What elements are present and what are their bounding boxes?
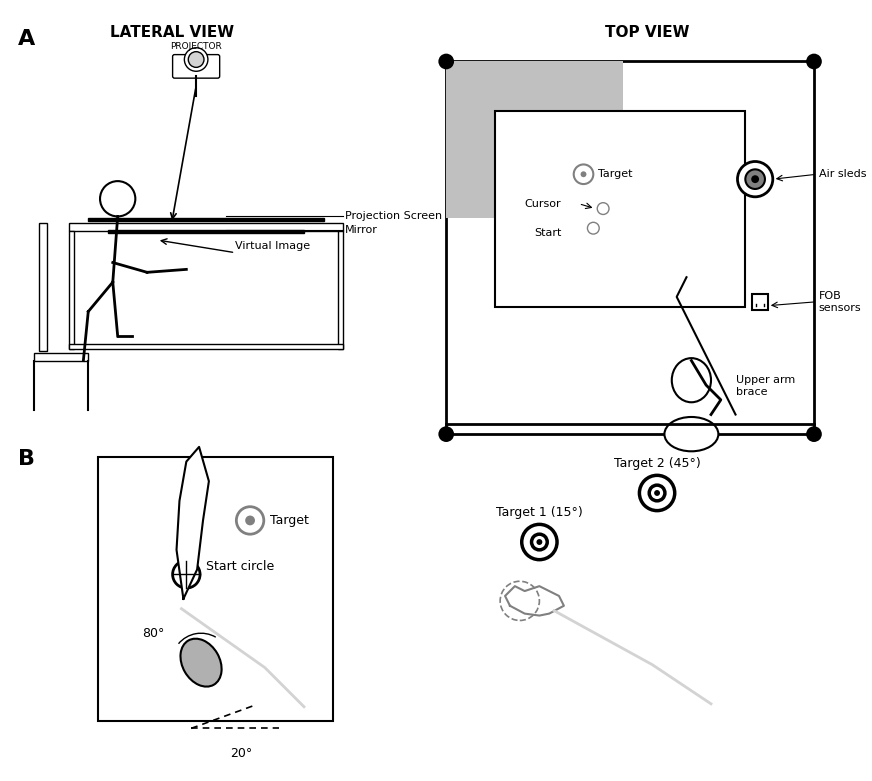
Bar	[69, 223, 344, 231]
Text: PROJECTOR: PROJECTOR	[170, 42, 222, 51]
Text: Target 1 (15°): Target 1 (15°)	[496, 506, 582, 519]
Bar	[446, 62, 814, 434]
Text: FOB
sensors: FOB sensors	[819, 291, 862, 312]
Text: Target: Target	[598, 169, 633, 180]
Circle shape	[439, 426, 454, 442]
Text: LATERAL VIEW: LATERAL VIEW	[110, 25, 234, 40]
Text: Virtual Image: Virtual Image	[235, 241, 310, 251]
Circle shape	[639, 476, 675, 511]
Circle shape	[588, 223, 599, 234]
FancyBboxPatch shape	[173, 55, 220, 78]
Bar	[753, 294, 768, 309]
Text: Target 2 (45°): Target 2 (45°)	[614, 457, 700, 470]
Text: 80°: 80°	[142, 626, 165, 640]
Circle shape	[597, 203, 609, 215]
Circle shape	[532, 534, 548, 550]
Bar	[98, 457, 333, 722]
Text: TOP VIEW: TOP VIEW	[605, 25, 690, 40]
Text: Mirror: Mirror	[345, 225, 378, 235]
Polygon shape	[505, 587, 564, 615]
Circle shape	[574, 165, 593, 184]
Circle shape	[650, 485, 665, 501]
Text: Air sleds: Air sleds	[819, 169, 867, 180]
Text: Start: Start	[535, 228, 562, 238]
Text: Cursor: Cursor	[525, 198, 562, 209]
Circle shape	[806, 54, 821, 70]
Ellipse shape	[181, 639, 221, 686]
Bar	[69, 344, 344, 349]
Circle shape	[654, 490, 660, 496]
Circle shape	[751, 175, 759, 183]
Circle shape	[521, 524, 557, 560]
Circle shape	[439, 54, 454, 70]
Bar	[34, 353, 88, 361]
Circle shape	[181, 569, 191, 580]
Text: 20°: 20°	[230, 747, 253, 761]
Text: Upper arm
brace: Upper arm brace	[735, 376, 794, 397]
Circle shape	[100, 181, 135, 216]
Circle shape	[806, 426, 821, 442]
Text: Start circle: Start circle	[206, 560, 274, 573]
Ellipse shape	[664, 417, 719, 451]
Bar	[88, 219, 324, 221]
Text: A: A	[17, 29, 35, 49]
Bar	[338, 231, 344, 349]
Text: Projection Screen: Projection Screen	[345, 212, 442, 222]
Bar	[446, 62, 623, 219]
Circle shape	[536, 539, 542, 545]
Circle shape	[188, 52, 204, 67]
Bar	[39, 223, 47, 351]
Text: B: B	[17, 449, 35, 469]
Circle shape	[746, 169, 765, 189]
Ellipse shape	[671, 358, 711, 402]
Circle shape	[738, 162, 773, 197]
Circle shape	[245, 515, 255, 526]
Bar	[495, 110, 746, 307]
Polygon shape	[176, 447, 209, 599]
Circle shape	[236, 507, 264, 534]
Bar	[108, 230, 304, 233]
Circle shape	[184, 48, 208, 71]
Text: Target: Target	[269, 514, 309, 527]
Bar	[69, 231, 73, 349]
Circle shape	[173, 561, 200, 588]
Circle shape	[581, 171, 587, 177]
